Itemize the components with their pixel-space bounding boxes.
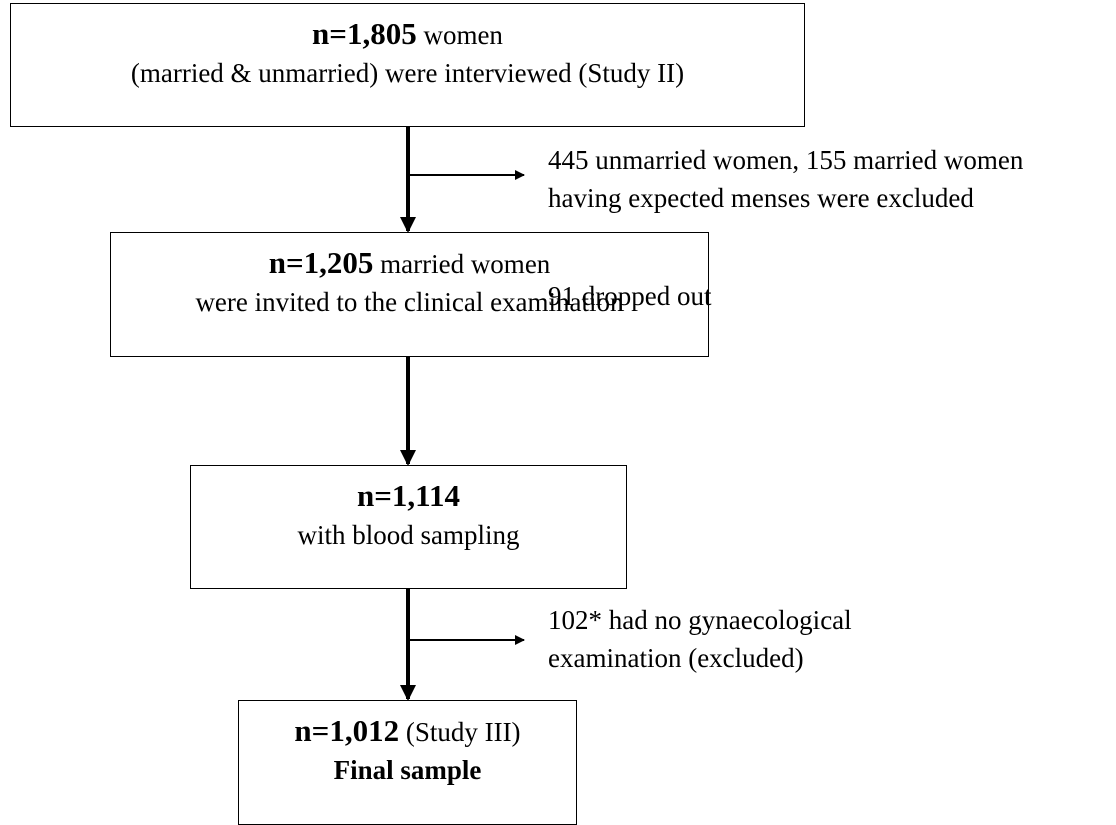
node-text: (Study III) xyxy=(405,717,521,747)
node-box: n=1,205 married women were invited to th… xyxy=(110,232,709,357)
node-count: n=1,205 xyxy=(268,245,374,280)
node-detail: Final sample xyxy=(333,755,482,785)
node-text: married women xyxy=(380,249,551,279)
exclusion-note: 102* had no gynaecological examination (… xyxy=(548,601,852,677)
node-detail: (married & unmarried) were interviewed (… xyxy=(130,58,685,88)
node-detail: with blood sampling xyxy=(297,520,520,550)
node-detail: were invited to the clinical examination xyxy=(195,287,624,317)
node-text: women xyxy=(423,20,503,50)
exclusion-note: 445 unmarried women, 155 married women h… xyxy=(548,141,1023,217)
note-line: 91 dropped out xyxy=(548,281,712,311)
node-count: n=1,805 xyxy=(312,16,417,51)
node-box: n=1,114 with blood sampling xyxy=(190,465,627,589)
note-line: 445 unmarried women, 155 married women xyxy=(548,145,1024,175)
note-line: 102* had no gynaecological xyxy=(548,605,852,635)
node-count: n=1,114 xyxy=(357,478,460,513)
node-box: n=1,805 women (married & unmarried) were… xyxy=(10,3,805,127)
note-line: having expected menses were excluded xyxy=(548,183,974,213)
node-box: n=1,012 (Study III) Final sample xyxy=(238,700,577,825)
note-line: examination (excluded) xyxy=(548,643,804,673)
node-count: n=1,012 xyxy=(294,713,400,748)
exclusion-note: 91 dropped out xyxy=(548,277,711,315)
